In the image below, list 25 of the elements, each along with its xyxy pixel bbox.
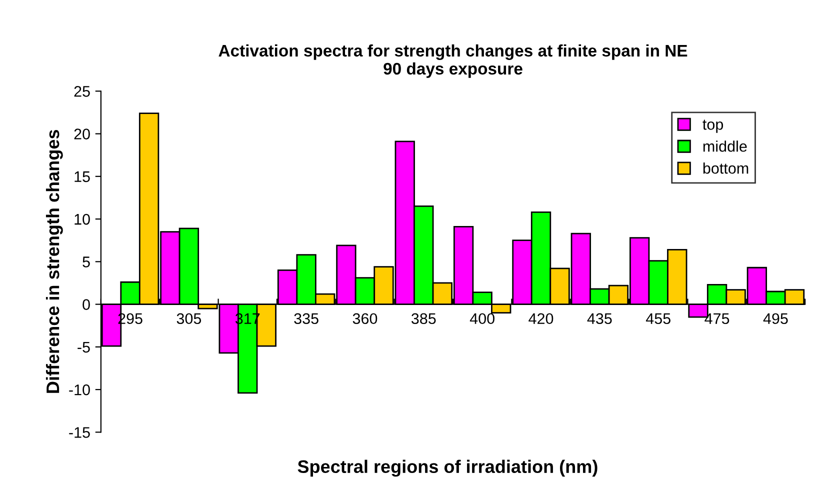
legend-label: bottom [703, 162, 748, 174]
x-tick-label: 385 [411, 313, 436, 324]
y-tick-label: 5 [82, 256, 90, 268]
x-tick-label: 360 [352, 313, 378, 324]
legend-label: top [702, 120, 724, 133]
y-tick-label: 0 [82, 299, 90, 310]
y-tick-label: -15 [69, 427, 90, 438]
y-axis-title: Difference in strength changes [46, 130, 63, 393]
legend-label: middle [703, 140, 747, 152]
x-tick-label: 335 [294, 313, 318, 324]
x-tick-label: 495 [763, 313, 788, 324]
y-tick-label: 10 [74, 214, 90, 225]
y-tick-label: 20 [74, 128, 90, 140]
x-axis-title: Spectral regions of irradiation (nm) [298, 460, 598, 477]
x-tick-label: 420 [528, 313, 554, 324]
x-tick-label: 475 [704, 313, 730, 324]
y-tick-label: -10 [69, 384, 90, 396]
x-tick-label: 400 [470, 313, 494, 324]
x-tick-label: 435 [587, 313, 612, 324]
x-tick-label: 305 [176, 313, 202, 324]
chart-title: Activation spectra for strength changes at finite span in NE 90 days exposure [218, 44, 688, 78]
x-tick-label: 455 [646, 313, 670, 324]
y-tick-label: 15 [74, 171, 90, 182]
y-tick-label: 25 [74, 86, 90, 97]
y-tick-label: -5 [78, 342, 90, 353]
